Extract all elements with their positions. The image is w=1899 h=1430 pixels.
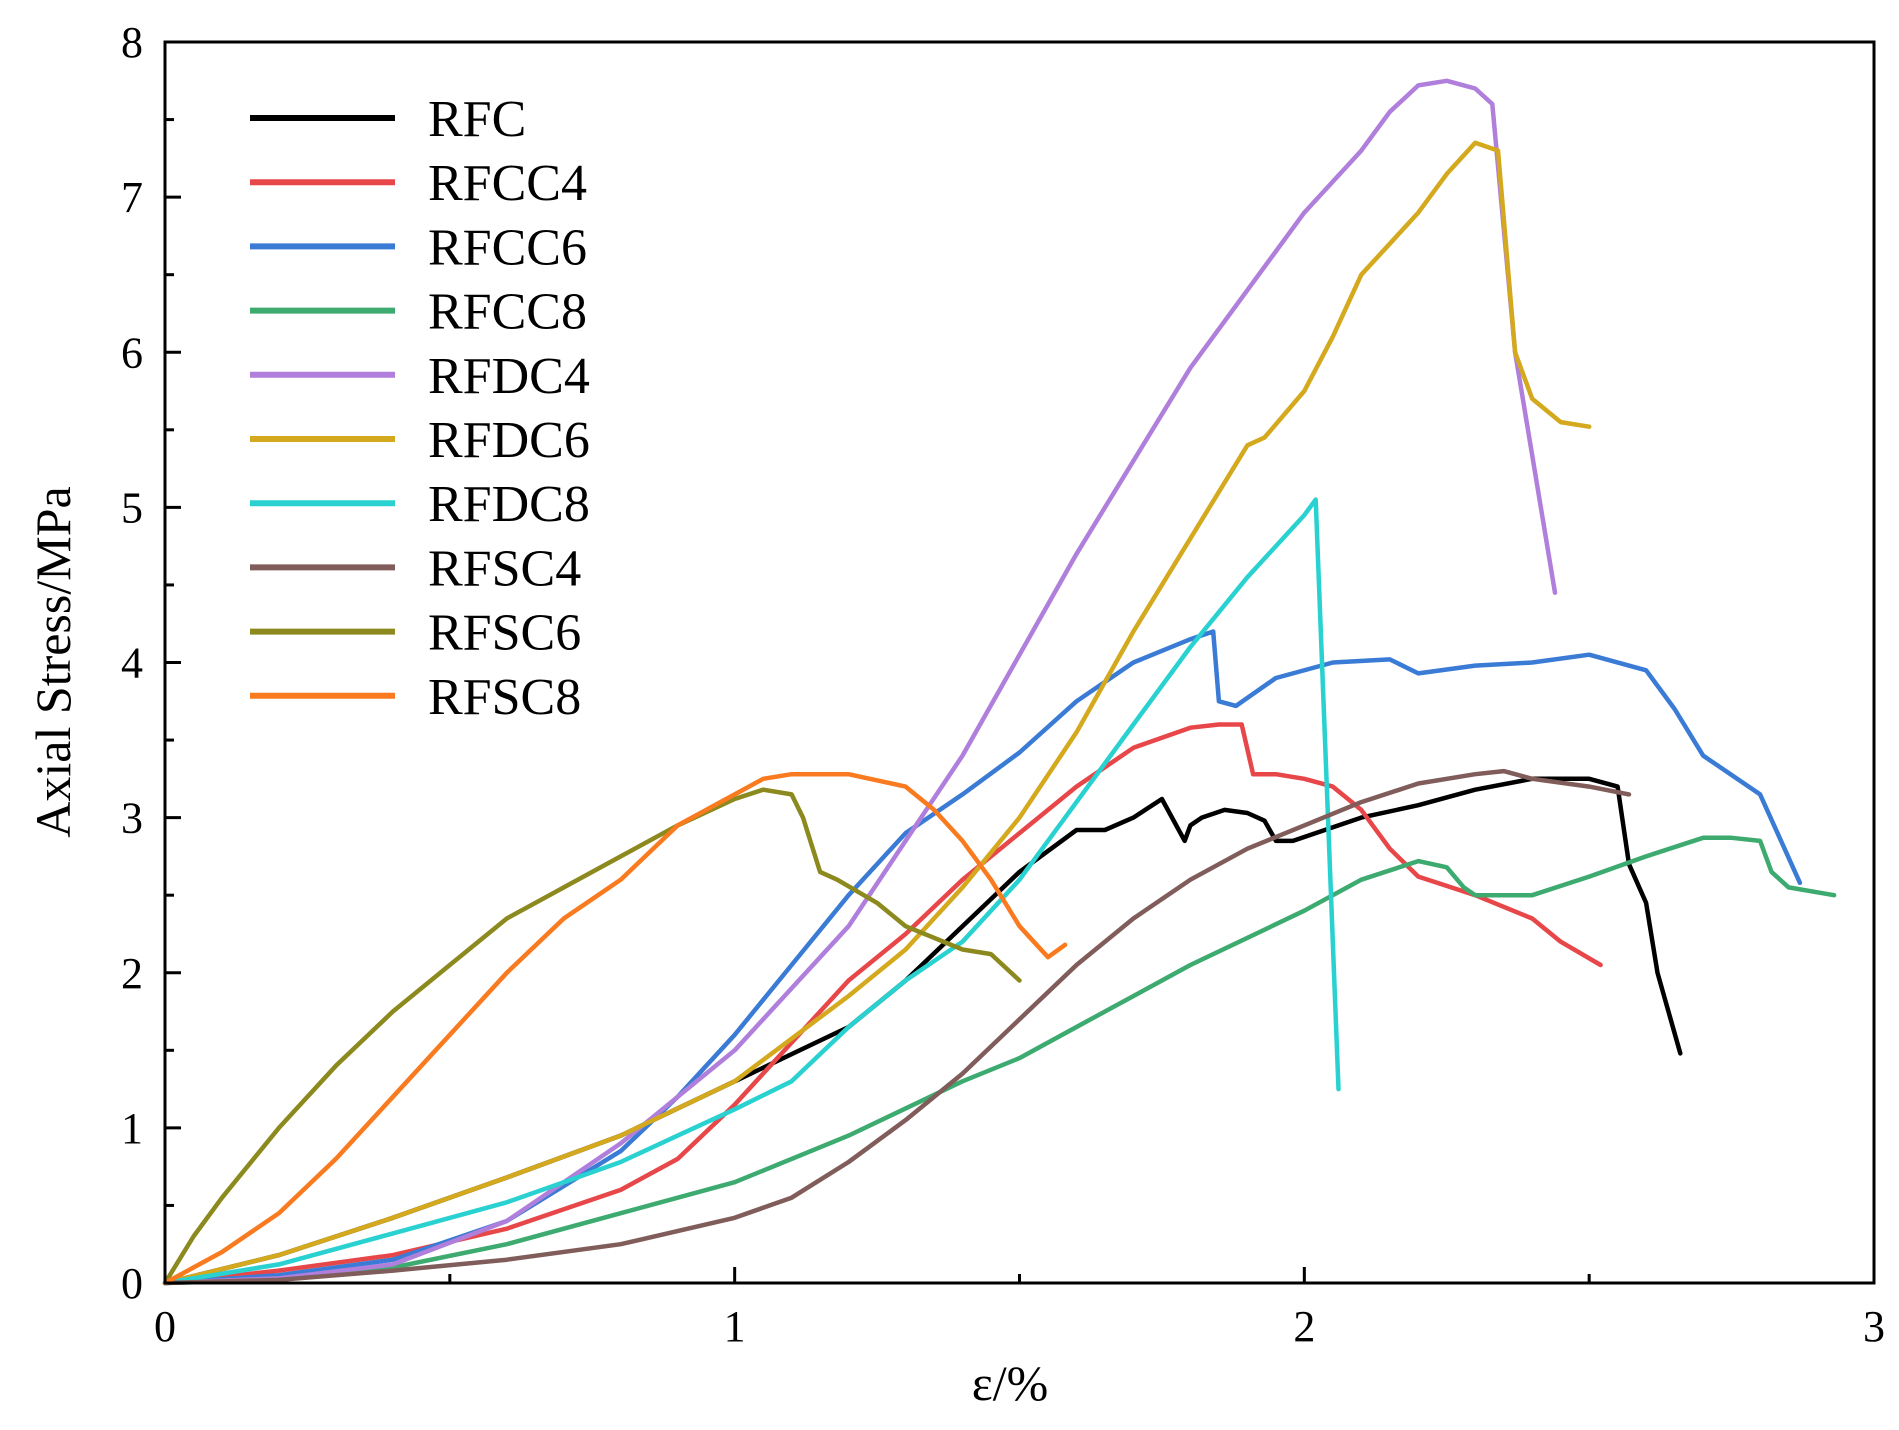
legend-label-rfcc4: RFCC4 (428, 155, 587, 212)
series-line-rfc (162, 776, 1683, 1286)
x-tick-label: 1 (724, 1302, 746, 1351)
legend-label-rfdc8: RFDC8 (428, 476, 590, 533)
legend-label-rfsc6: RFSC6 (428, 605, 581, 662)
legend-label-rfcc6: RFCC6 (428, 219, 587, 276)
series-line-rfcc8 (162, 835, 1837, 1286)
legend-label-rfsc4: RFSC4 (428, 540, 581, 597)
legend-label-rfdc4: RFDC4 (428, 348, 590, 405)
legend: RFC RFCC4 RFCC6 RFCC8 RFDC4 RFDC6 RFDC8 RFSC4 RF… (250, 91, 590, 726)
series-line-rfcc4 (162, 722, 1603, 1286)
y-tick-label: 2 (121, 949, 143, 998)
series-line-rfdc6 (162, 140, 1592, 1286)
legend-label-rfc: RFC (428, 91, 526, 148)
y-tick-label: 1 (121, 1104, 143, 1153)
y-tick-label: 3 (121, 794, 143, 843)
y-axis-title: Axial Stress/MPa (25, 486, 81, 837)
series-line-rfsc8 (162, 771, 1068, 1286)
legend-label-rfdc6: RFDC6 (428, 412, 590, 469)
x-tick-label: 2 (1293, 1302, 1315, 1351)
y-tick-label: 5 (121, 483, 143, 532)
series-line-rfdc4 (162, 78, 1558, 1286)
y-tick-label: 7 (121, 173, 143, 222)
x-tick-label: 3 (1863, 1302, 1885, 1351)
plot-frame (163, 40, 1876, 1285)
y-tick-label: 0 (121, 1259, 143, 1308)
y-tick-label: 8 (121, 18, 143, 67)
legend-label-rfsc8: RFSC8 (428, 669, 581, 726)
data-series (162, 78, 1837, 1286)
series-line-rfcc6 (162, 629, 1803, 1286)
axis-ticks: 0 1 2 3 0 1 2 3 4 5 6 7 8 (121, 18, 1885, 1351)
y-tick-label: 4 (121, 639, 143, 688)
legend-label-rfcc8: RFCC8 (428, 284, 587, 341)
y-tick-label: 6 (121, 328, 143, 377)
x-tick-label: 0 (154, 1302, 176, 1351)
series-line-rfsc4 (162, 768, 1632, 1286)
x-axis-title: ε/% (972, 1355, 1049, 1411)
series-line-rfdc8 (162, 497, 1341, 1286)
